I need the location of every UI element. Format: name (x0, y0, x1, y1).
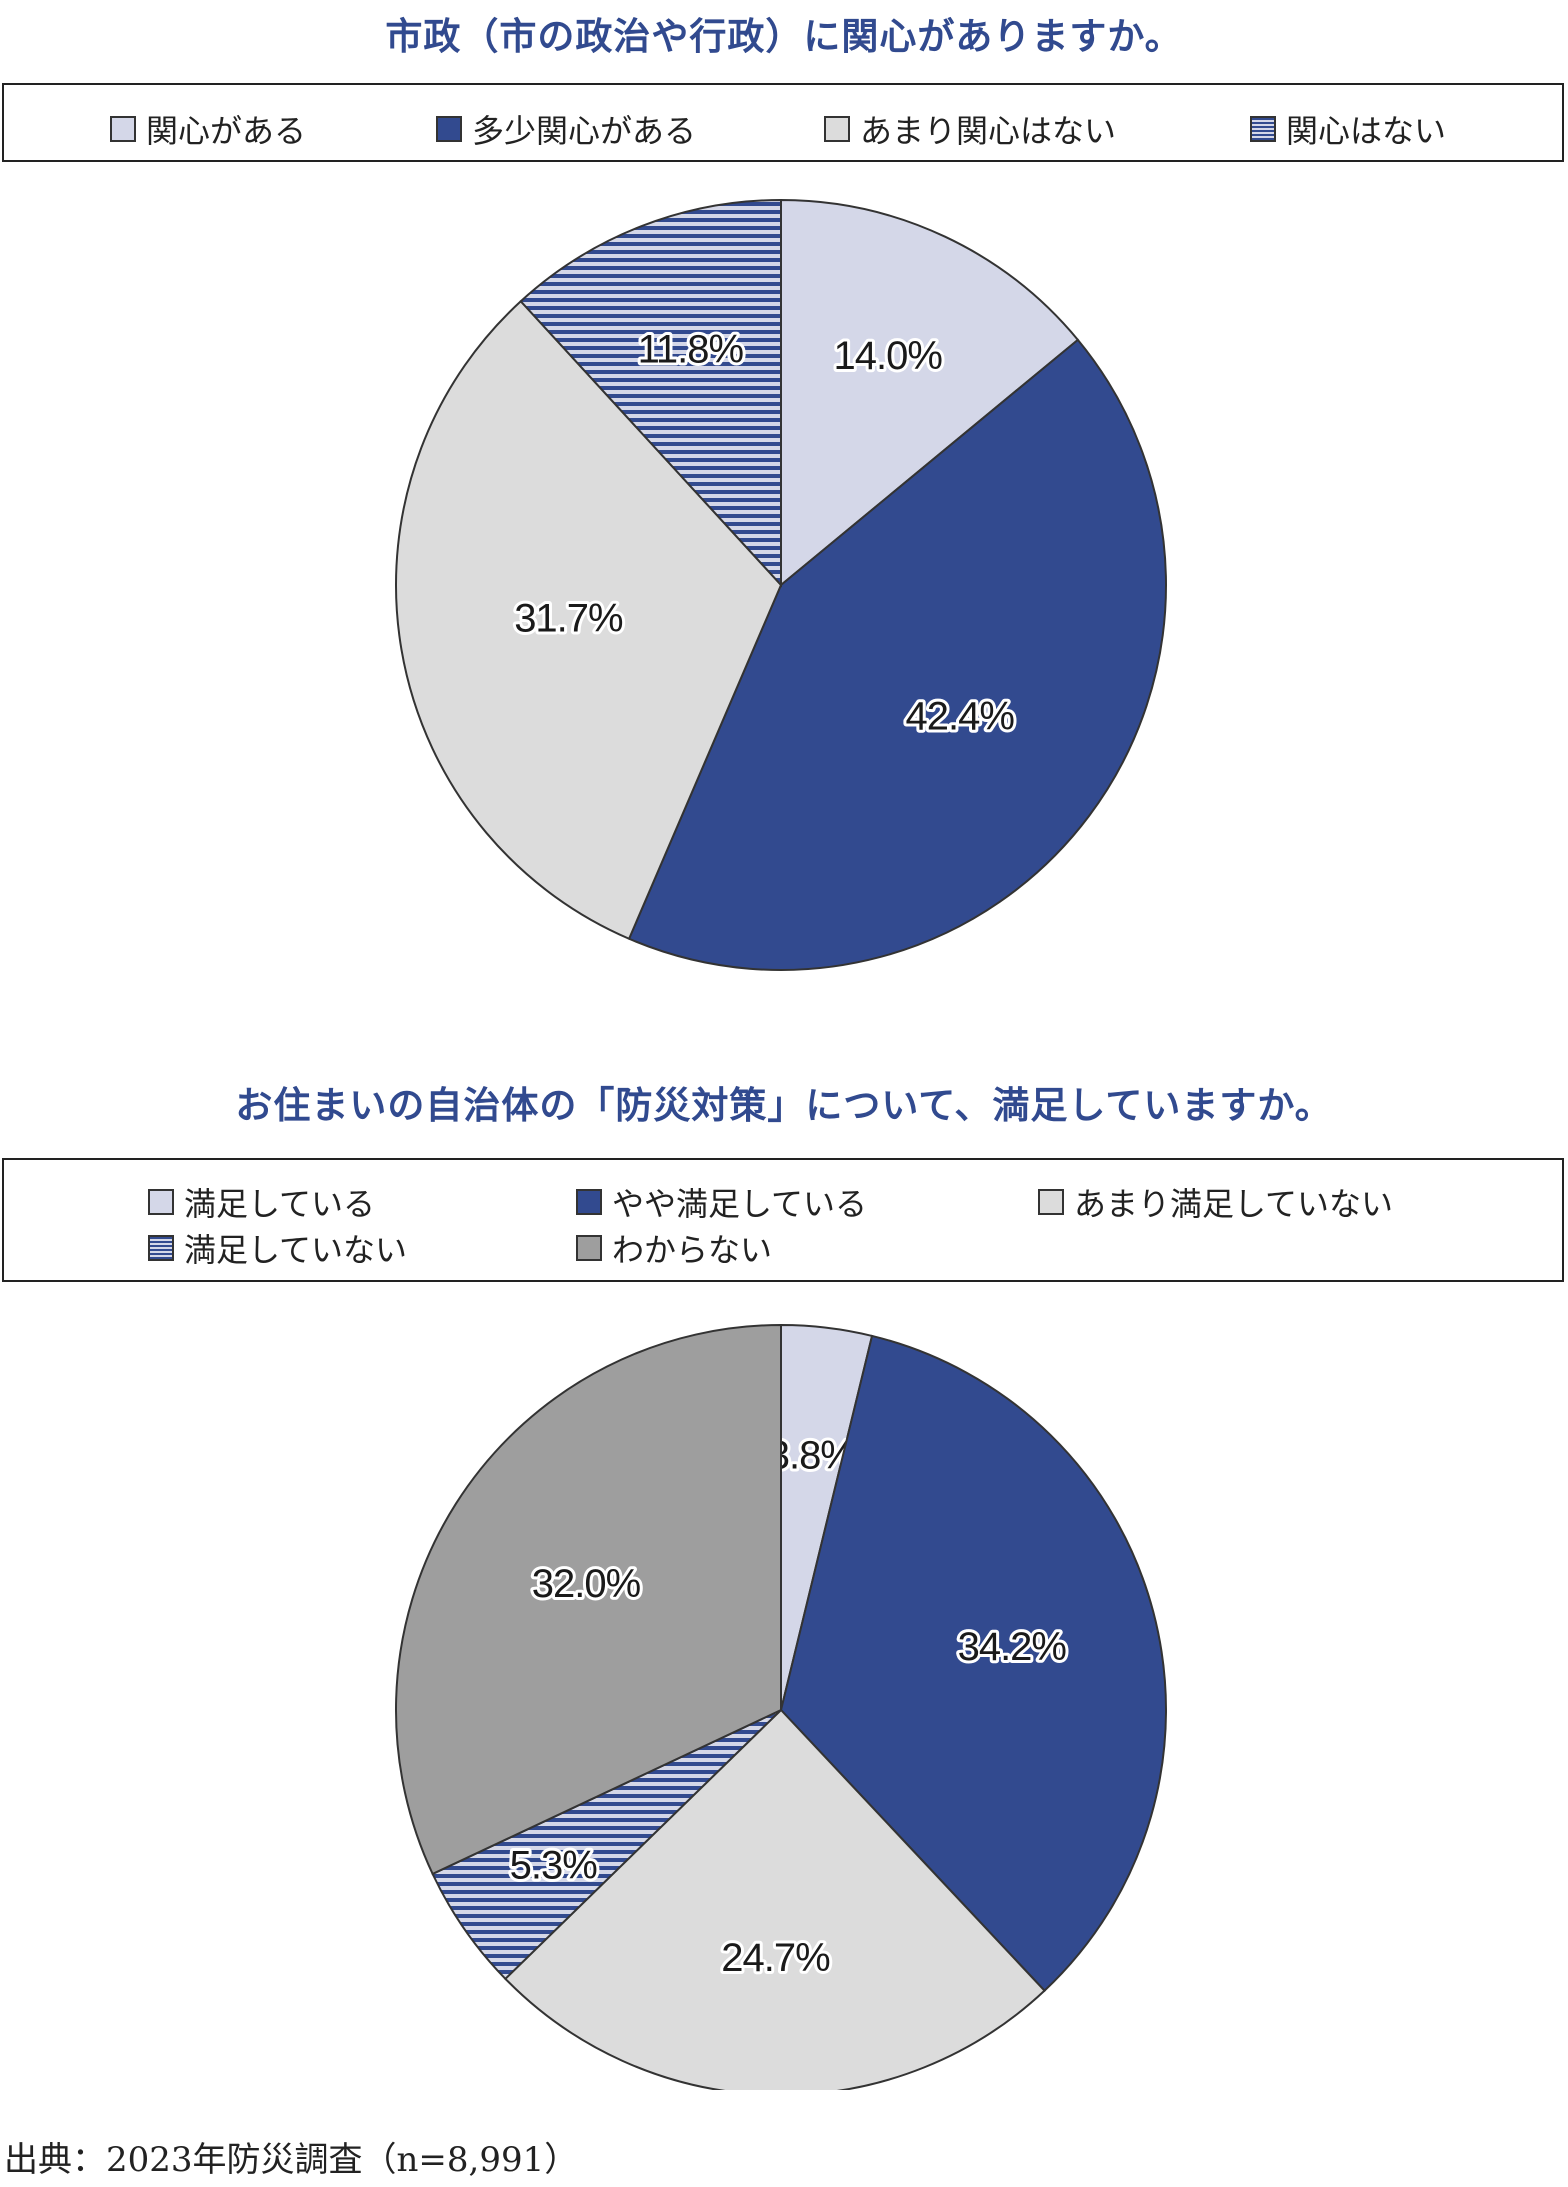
chart-1-title: 市政（市の政治や行政）に関心がありますか。 (385, 15, 1183, 58)
pie-data-label-4: 11.8% (638, 327, 744, 371)
pie-slice-2 (779, 1334, 1167, 1993)
legend-swatch-dark (436, 116, 462, 142)
legend-label: わからない (612, 1231, 773, 1269)
pie-data-label-5: 32.0% (532, 1562, 641, 1606)
legend-label: あまり関心はない (860, 112, 1117, 150)
chart-2-legend: 満足している やや満足している あまり満足していない 満足していない わからない (2, 1158, 1564, 1282)
chart-1-pie: 14.0% 42.4% 31.7% 11.8% (395, 198, 1167, 971)
legend-label: 関心はない (1286, 112, 1447, 150)
legend-swatch-darkgray (576, 1235, 602, 1261)
chart-2-title: お住まいの自治体の「防災対策」について、満足していますか。 (235, 1084, 1333, 1127)
pie-data-label-3: 31.7% (514, 597, 623, 641)
legend-label: 満足している (184, 1185, 376, 1223)
legend-swatch-gray (824, 116, 850, 142)
legend-item-satisfied: 満足している (148, 1179, 375, 1225)
legend-item-dont-know: わからない (576, 1225, 772, 1271)
pie-data-label-4: 5.3% (510, 1844, 598, 1888)
legend-item-somewhat-satisfied: やや満足している (576, 1179, 867, 1225)
pie-data-label-2: 42.4% (905, 694, 1014, 738)
legend-swatch-gray (1038, 1189, 1064, 1215)
pie-data-label-2: 34.2% (958, 1625, 1067, 1669)
source-note: 出典：2023年防災調査（n=8,991） (4, 2140, 579, 2180)
legend-label: 満足していない (184, 1231, 408, 1269)
pie-slice-5 (395, 1323, 782, 1876)
legend-label: あまり満足していない (1074, 1185, 1394, 1223)
pie-data-label-3: 24.7% (721, 1936, 830, 1980)
pie-slice-4 (519, 198, 782, 588)
legend-label: 関心がある (146, 112, 307, 150)
pie-slice-3 (503, 1708, 1046, 2090)
legend-item-not-very-interested: あまり関心はない (824, 106, 1116, 152)
legend-label: やや満足している (612, 1185, 868, 1223)
chart-2-pie: 3.8%34.2%24.7%5.3%32.0% (395, 1323, 1167, 2090)
pie-data-label-1: 14.0% (833, 334, 942, 378)
pie-slice-3 (395, 299, 783, 941)
legend-swatch-striped (148, 1235, 174, 1261)
legend-item-not-very-satisfied: あまり満足していない (1038, 1179, 1393, 1225)
chart-1-legend: 関心がある 多少関心がある あまり関心はない 関心はない (2, 83, 1564, 162)
legend-swatch-light (110, 116, 136, 142)
pie-slice-2 (627, 338, 1167, 971)
legend-swatch-light (148, 1189, 174, 1215)
legend-swatch-striped (1250, 116, 1276, 142)
legend-item-somewhat-interested: 多少関心がある (436, 106, 696, 152)
legend-label: 多少関心がある (472, 112, 697, 150)
pie-slice-1 (780, 198, 1080, 588)
legend-item-interested: 関心がある (110, 106, 306, 152)
legend-swatch-dark (576, 1189, 602, 1215)
legend-item-not-satisfied: 満足していない (148, 1225, 407, 1271)
legend-item-not-interested: 関心はない (1250, 106, 1446, 152)
